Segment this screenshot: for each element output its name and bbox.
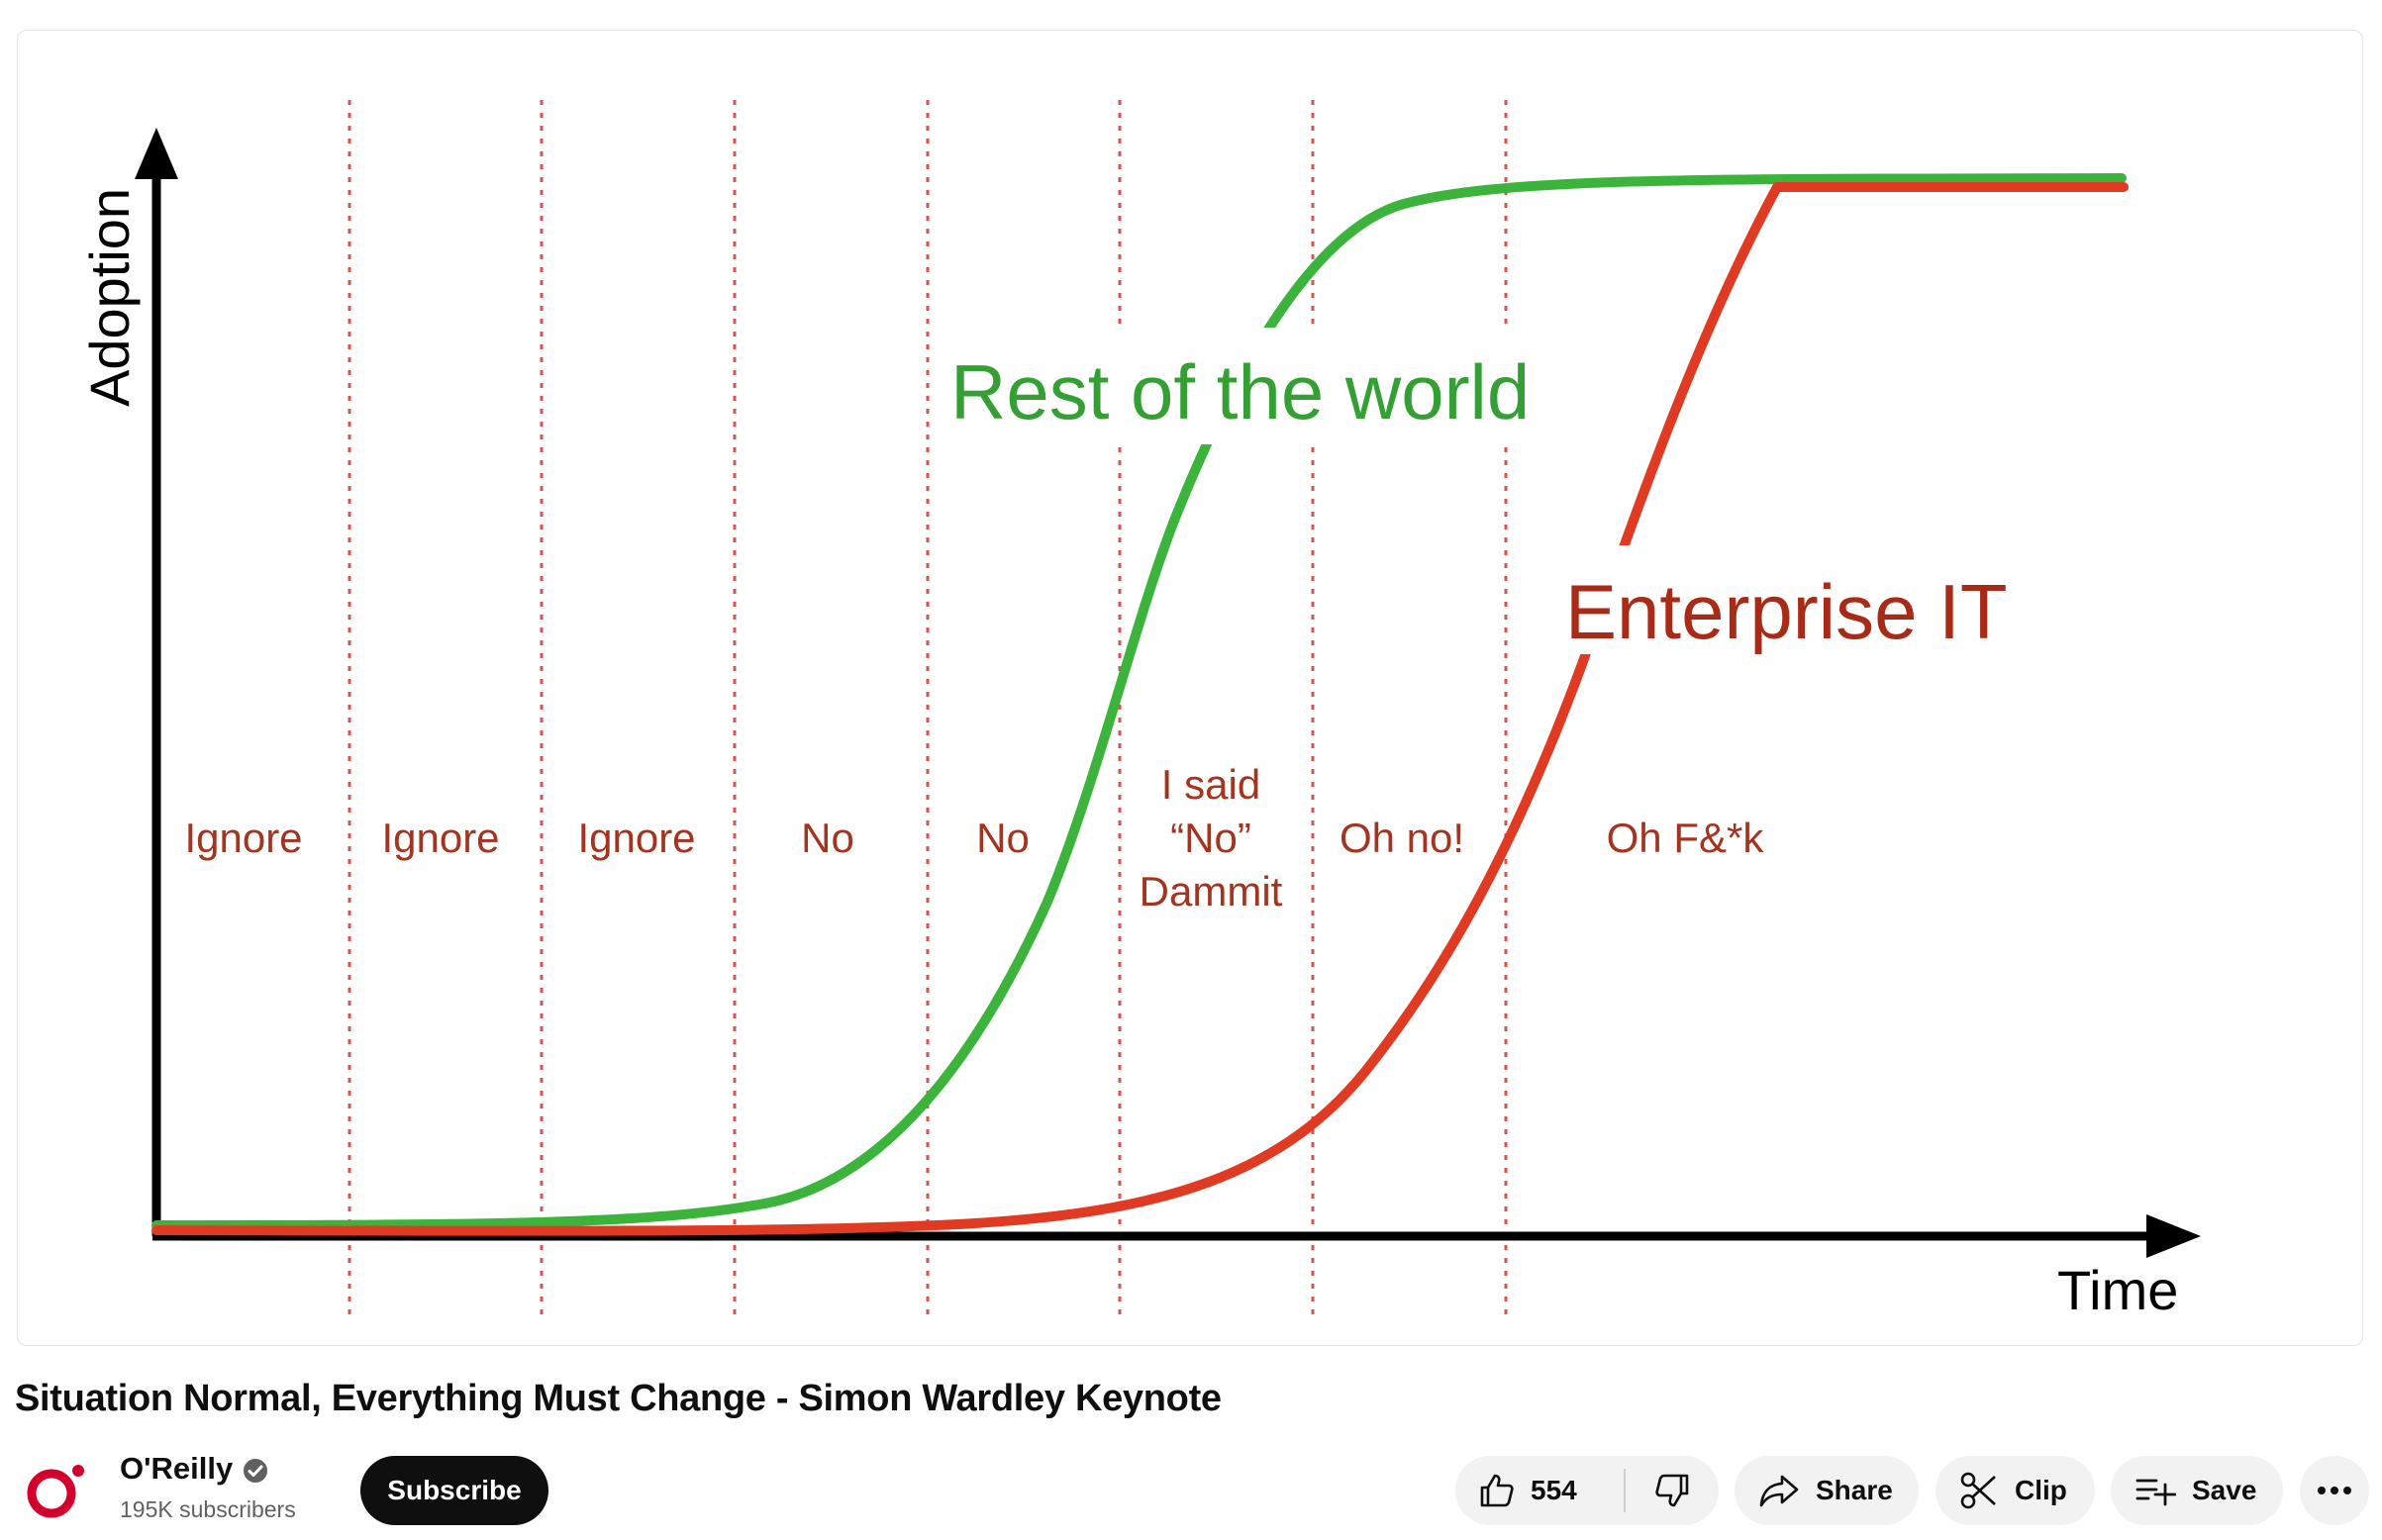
- clip-label: Clip: [2015, 1475, 2067, 1505]
- channel-avatar[interactable]: [26, 1459, 87, 1520]
- video-player[interactable]: Adoption Time Rest of the world Enterpri…: [17, 30, 2363, 1346]
- clip-button[interactable]: Clip: [1935, 1456, 2095, 1525]
- slide-diagram: Adoption Time Rest of the world Enterpri…: [78, 100, 2201, 1321]
- phase-label: Ignore: [184, 815, 302, 861]
- phase-label: Oh no!: [1340, 815, 1464, 861]
- save-label: Save: [2192, 1475, 2257, 1505]
- phase-label: Dammit: [1140, 868, 1283, 914]
- phase-labels: Ignore Ignore Ignore No No I said “No” D…: [184, 761, 1764, 914]
- like-count: 554: [1531, 1475, 1577, 1505]
- y-axis-label: Adoption: [78, 188, 141, 407]
- phase-label: No: [801, 815, 854, 861]
- like-button[interactable]: 554: [1455, 1456, 1624, 1525]
- channel-name[interactable]: O'Reilly: [120, 1451, 234, 1486]
- y-axis-arrow: [135, 128, 178, 179]
- share-button[interactable]: Share: [1735, 1456, 1919, 1525]
- scissors-icon: [1959, 1471, 1999, 1510]
- phase-label: Ignore: [577, 815, 695, 861]
- more-actions-button[interactable]: [2300, 1456, 2369, 1525]
- verified-check-icon: [243, 1456, 268, 1483]
- channel-name-row[interactable]: O'Reilly: [120, 1451, 268, 1487]
- curve-rest-of-world: [151, 173, 2127, 1230]
- more-horizontal-icon: [2317, 1486, 2352, 1495]
- subscribe-button[interactable]: Subscribe: [360, 1456, 548, 1525]
- share-label: Share: [1816, 1475, 1893, 1505]
- curve-label-rest-of-world: Rest of the world: [950, 348, 1530, 435]
- share-arrow-icon: [1758, 1471, 1800, 1510]
- phase-label: Oh F&*k: [1607, 815, 1765, 861]
- phase-label: “No”: [1170, 815, 1251, 861]
- phase-label: Ignore: [381, 815, 499, 861]
- label-backdrop-red: [1562, 545, 2057, 654]
- like-dislike-group: 554: [1455, 1456, 1719, 1525]
- curve-label-enterprise-it: Enterprise IT: [1565, 568, 2007, 655]
- video-title: Situation Normal, Everything Must Change…: [15, 1378, 1222, 1419]
- playlist-add-icon: [2134, 1473, 2176, 1508]
- x-axis-label: Time: [2057, 1259, 2178, 1321]
- save-button[interactable]: Save: [2111, 1456, 2283, 1525]
- subscriber-count: 195K subscribers: [120, 1496, 296, 1522]
- phase-dividers: [347, 100, 1508, 1317]
- phase-label: No: [976, 815, 1030, 861]
- curve-enterprise-it: [151, 182, 2129, 1236]
- like-divider: [1624, 1469, 1626, 1512]
- thumbs-down-icon: [1652, 1471, 1692, 1510]
- label-backdrop-green: [948, 328, 1562, 444]
- dislike-button[interactable]: [1626, 1456, 1719, 1525]
- oreilly-logo-icon: [27, 1465, 84, 1518]
- x-axis-arrow: [2146, 1214, 2201, 1258]
- phase-label: I said: [1161, 761, 1260, 808]
- thumbs-up-icon: [1477, 1471, 1517, 1510]
